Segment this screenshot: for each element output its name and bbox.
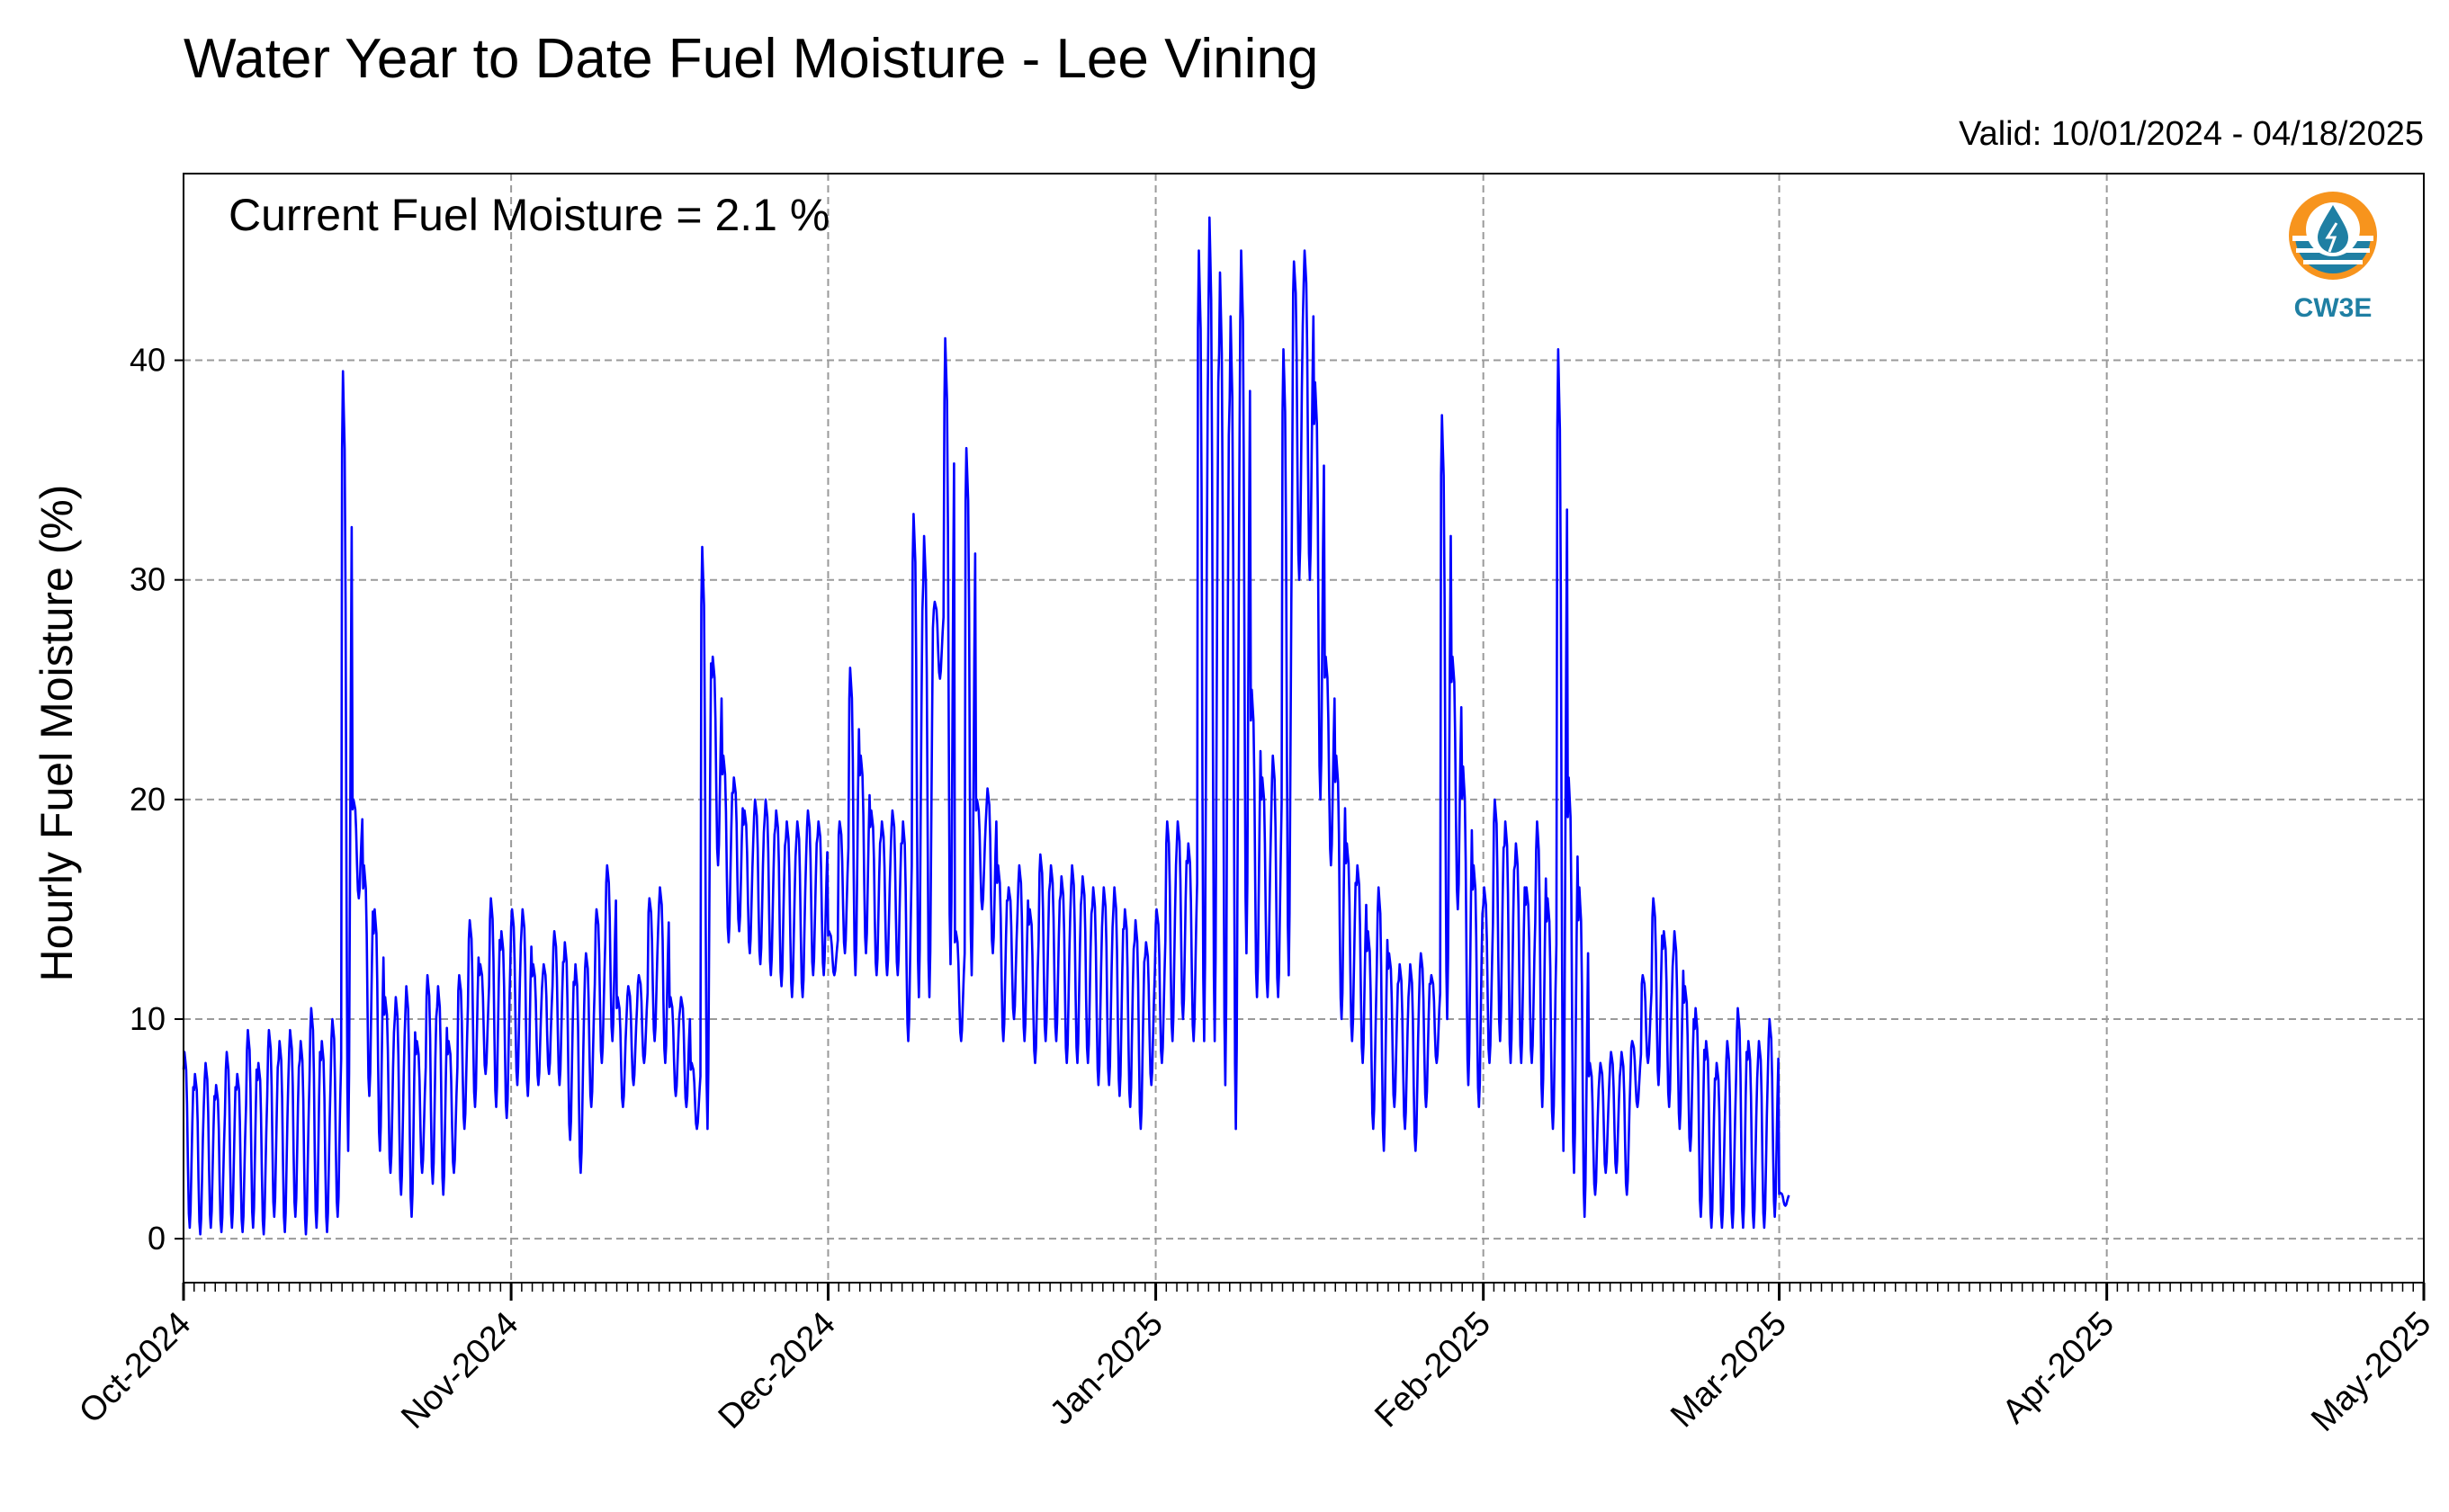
chart-title: Water Year to Date Fuel Moisture - Lee V… <box>184 28 1318 90</box>
y-tick-label: 10 <box>130 1000 166 1037</box>
y-tick-label: 40 <box>130 342 166 379</box>
y-tick-label: 0 <box>148 1220 166 1257</box>
cw3e-logo: CW3E <box>2289 192 2377 323</box>
current-moisture-annotation: Current Fuel Moisture = 2.1 % <box>229 190 830 240</box>
x-tick-label: Feb-2025 <box>1368 1305 1498 1436</box>
y-axis-label: Hourly Fuel Moisture (%) <box>31 485 82 982</box>
x-tick-label: May-2025 <box>2304 1305 2438 1439</box>
x-tick-label: Mar-2025 <box>1664 1305 1794 1436</box>
x-tick-label: Apr-2025 <box>1996 1305 2122 1431</box>
valid-range: Valid: 10/01/2024 - 04/18/2025 <box>1959 115 2424 153</box>
y-tick-label: 30 <box>130 561 166 598</box>
y-tick-label: 20 <box>130 781 166 818</box>
x-tick-label: Jan-2025 <box>1043 1305 1171 1433</box>
x-tick-label: Nov-2024 <box>394 1305 525 1436</box>
x-tick-label: Oct-2024 <box>72 1305 198 1431</box>
grid <box>184 174 2424 1283</box>
logo-text: CW3E <box>2294 293 2373 323</box>
fuel-moisture-line <box>182 216 1790 1236</box>
series-layer <box>182 216 1790 1236</box>
x-tick-label: Dec-2024 <box>712 1305 843 1436</box>
